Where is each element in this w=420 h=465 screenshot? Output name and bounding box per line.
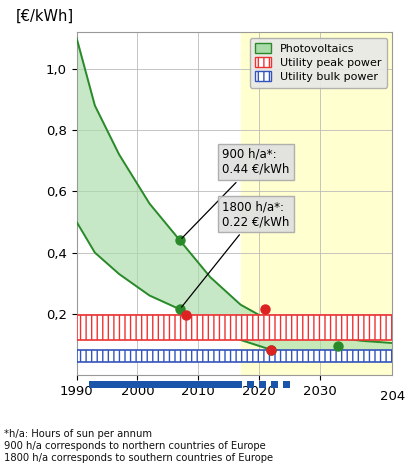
Text: 204: 204	[380, 390, 405, 403]
Bar	[234, 381, 242, 388]
Text: 900 h/a*:
0.44 €/kWh: 900 h/a*: 0.44 €/kWh	[182, 148, 290, 239]
Text: 1800 h/a*:
0.22 €/kWh: 1800 h/a*: 0.22 €/kWh	[181, 200, 290, 307]
Bar	[271, 381, 278, 388]
Bar	[241, 32, 399, 375]
Y-axis label: [€/kWh]: [€/kWh]	[16, 8, 74, 23]
Bar	[89, 381, 234, 388]
Text: *h/a: Hours of sun per annum
900 h/a corresponds to northern countries of Europe: *h/a: Hours of sun per annum 900 h/a cor…	[4, 430, 273, 463]
Legend: Photovoltaics, Utility peak power, Utility bulk power: Photovoltaics, Utility peak power, Utili…	[250, 38, 387, 87]
Bar	[247, 381, 254, 388]
Bar	[259, 381, 266, 388]
Bar	[283, 381, 290, 388]
